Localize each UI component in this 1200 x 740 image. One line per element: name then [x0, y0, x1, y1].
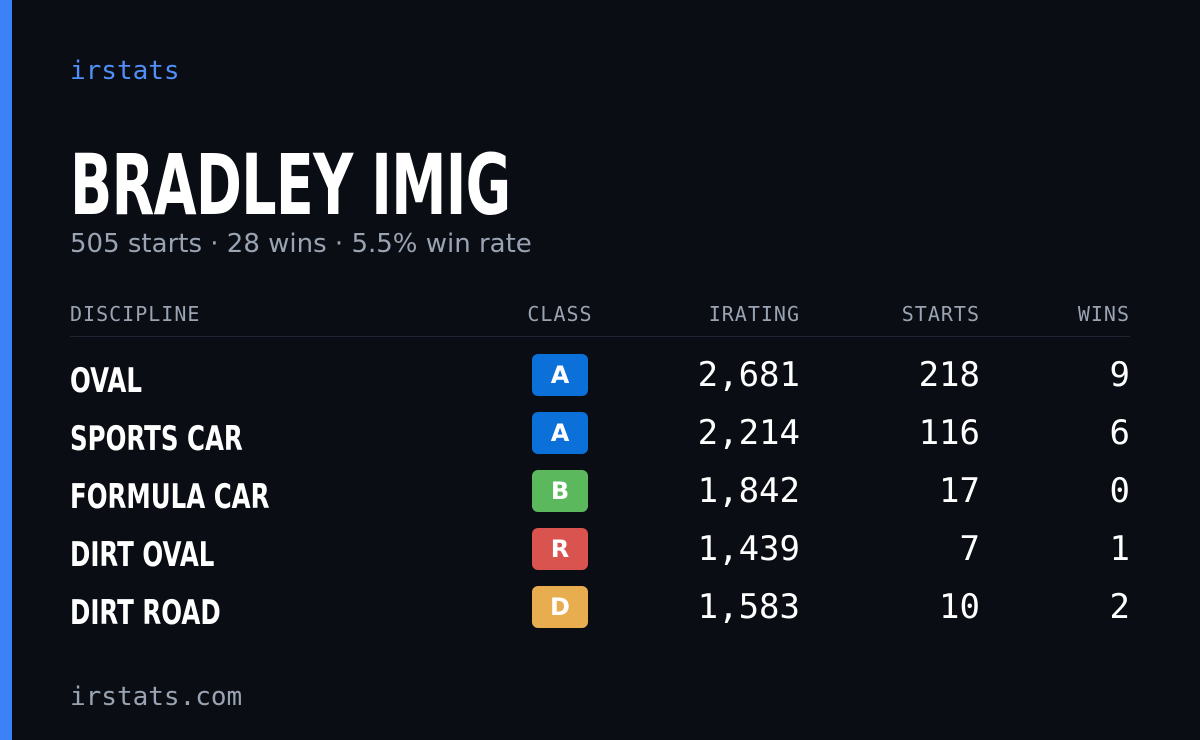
discipline: OVAL: [70, 361, 142, 401]
class-badge: A: [532, 412, 588, 454]
column-header: DISCIPLINE: [70, 302, 201, 326]
discipline: FORMULA CAR: [70, 477, 270, 517]
brand: irstats: [70, 56, 180, 86]
irating: 2,681: [697, 355, 800, 395]
wins: 9: [1109, 355, 1130, 395]
starts: 218: [918, 355, 980, 395]
class-badge: A: [532, 354, 588, 396]
class-badge: D: [532, 586, 588, 628]
accent-stripe: [0, 0, 12, 740]
summary: 505 starts · 28 wins · 5.5% win rate: [70, 229, 532, 259]
irating: 1,439: [697, 529, 800, 569]
wins: 6: [1109, 413, 1130, 453]
starts: 10: [939, 587, 980, 627]
column-header: WINS: [1077, 302, 1130, 326]
starts: 17: [939, 471, 980, 511]
irating: 2,214: [697, 413, 800, 453]
wins: 1: [1109, 529, 1130, 569]
column-header: CLASS: [527, 302, 593, 326]
irating: 1,583: [697, 587, 800, 627]
starts: 7: [959, 529, 980, 569]
irating: 1,842: [697, 471, 800, 511]
driver-name: BRADLEY IMIG: [70, 136, 511, 234]
starts: 116: [918, 413, 980, 453]
class-badge: R: [532, 528, 588, 570]
footer: irstats.com: [70, 682, 243, 712]
header-rule: [70, 336, 1130, 337]
discipline: SPORTS CAR: [70, 419, 243, 459]
column-header: IRATING: [708, 302, 800, 326]
discipline: DIRT OVAL: [70, 535, 215, 575]
column-header: STARTS: [901, 302, 980, 326]
class-badge: B: [532, 470, 588, 512]
wins: 0: [1109, 471, 1130, 511]
discipline: DIRT ROAD: [70, 593, 221, 633]
wins: 2: [1109, 587, 1130, 627]
